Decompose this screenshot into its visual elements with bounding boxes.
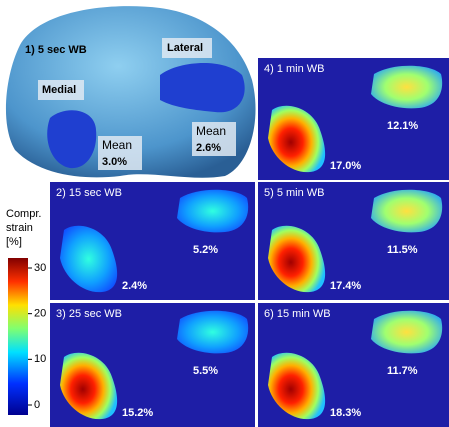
lateral-strain-map xyxy=(177,311,248,354)
colorbar-scale xyxy=(8,258,28,415)
lateral-value: 5.2% xyxy=(193,244,218,256)
lateral-strain-map xyxy=(371,66,442,109)
medial-value: 15.2% xyxy=(122,407,153,419)
lateral-strain-map xyxy=(371,311,442,354)
strain-panel: 4) 1 min WB 12.1% 17.0% xyxy=(258,58,449,180)
panel-label: 4) 1 min WB xyxy=(264,63,325,75)
lateral-value: 11.5% xyxy=(387,244,418,256)
lateral-strain-map xyxy=(371,190,442,233)
strain-panel: 3) 25 sec WB 5.5% 15.2% xyxy=(50,303,255,427)
medial-value: 2.4% xyxy=(122,280,147,292)
lateral-value: 12.1% xyxy=(387,120,418,132)
colorbar-tick-label: 10 xyxy=(34,353,46,365)
colorbar-tick-label: 30 xyxy=(34,262,46,274)
medial-value: 17.0% xyxy=(330,160,361,172)
lateral-label: Lateral xyxy=(167,42,203,54)
lateral-strain-map xyxy=(177,190,248,233)
medial-value: 18.3% xyxy=(330,407,361,419)
colorbar-title: Compr. xyxy=(6,208,41,220)
strain-panel: 2) 15 sec WB 5.2% 2.4% xyxy=(50,182,255,300)
mean-label: Mean xyxy=(196,124,226,138)
top-title: 1) 5 sec WB xyxy=(25,44,87,56)
mean-value: 3.0% xyxy=(102,156,127,168)
panel-label: 5) 5 min WB xyxy=(264,187,325,199)
colorbar: Compr. strain [%] 0 10 20 30 xyxy=(6,208,46,415)
colorbar-tick-label: 0 xyxy=(34,399,40,411)
colorbar-title: [%] xyxy=(6,236,22,248)
lateral-region xyxy=(160,63,245,112)
figure: 1) 5 sec WB Lateral Medial Mean 3.0% Mea… xyxy=(0,0,449,427)
mean-value: 2.6% xyxy=(196,142,221,154)
panel-label: 2) 15 sec WB xyxy=(56,187,122,199)
strain-panel: 6) 15 min WB 11.7% 18.3% xyxy=(258,303,449,427)
colorbar-tick-label: 20 xyxy=(34,308,46,320)
panel-label: 6) 15 min WB xyxy=(264,308,331,320)
lateral-value: 5.5% xyxy=(193,365,218,377)
mean-label: Mean xyxy=(102,138,132,152)
medial-value: 17.4% xyxy=(330,280,361,292)
colorbar-title: strain xyxy=(6,222,33,234)
panel-label: 3) 25 sec WB xyxy=(56,308,122,320)
top-panel: 1) 5 sec WB Lateral Medial Mean 3.0% Mea… xyxy=(6,6,256,178)
lateral-value: 11.7% xyxy=(387,365,418,377)
medial-label: Medial xyxy=(42,84,76,96)
strain-panel: 5) 5 min WB 11.5% 17.4% xyxy=(258,182,449,300)
